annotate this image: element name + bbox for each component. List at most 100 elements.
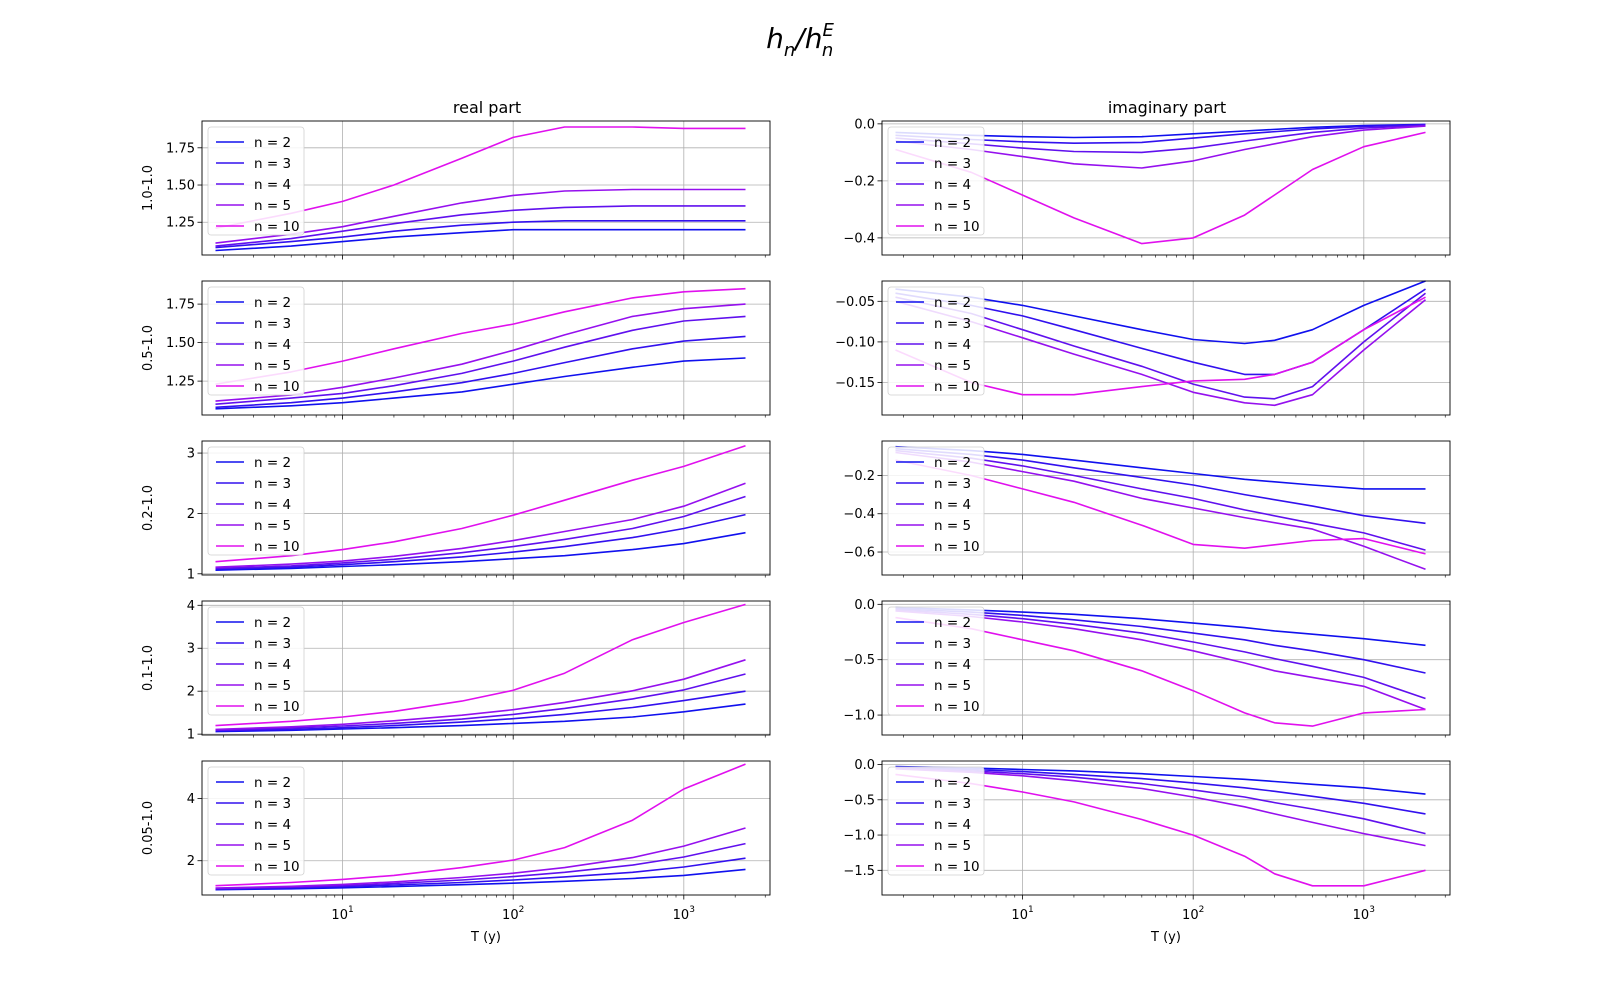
title-sub-n-2: n xyxy=(822,40,833,61)
legend-label: n = 10 xyxy=(254,699,300,715)
legend-label: n = 3 xyxy=(934,796,971,812)
legend-label: n = 2 xyxy=(934,135,971,151)
legend-label: n = 10 xyxy=(254,539,300,555)
y-tick-label: 1.75 xyxy=(166,141,195,156)
series-line-n-3 xyxy=(895,123,1426,144)
y-tick-label: −0.2 xyxy=(843,174,875,189)
series-line-n-10 xyxy=(215,287,746,385)
y-tick-label: 1.50 xyxy=(166,179,195,194)
legend-label: n = 3 xyxy=(254,156,291,172)
series-line-n-4 xyxy=(895,767,1426,835)
axes-frame xyxy=(881,440,1451,576)
panel-5-imag: −1.5 −1.0 −0.5 0.0 n = 2 n = 3 n = 4 n = 5 n = 1… xyxy=(843,758,1451,945)
series-line-n-5 xyxy=(895,451,1426,571)
legend-label: n = 4 xyxy=(254,657,291,673)
legend-label: n = 5 xyxy=(254,198,291,214)
legend: n = 2 n = 3 n = 4 n = 5 n = 10 xyxy=(207,126,305,236)
legend: n = 2 n = 3 n = 4 n = 5 n = 10 xyxy=(207,606,305,716)
legend-label: n = 5 xyxy=(254,678,291,694)
series-line-n-3 xyxy=(215,335,746,409)
panel-3-real: 1 2 3 n = 2 n = 3 n = 4 n = 5 n = 10 0.2-1.0 xyxy=(141,440,771,582)
series-line-n-5 xyxy=(215,188,746,244)
series-line-n-10 xyxy=(895,773,1426,887)
series-line-n-5 xyxy=(895,299,1427,407)
legend-label: n = 3 xyxy=(934,316,971,332)
legend-box xyxy=(207,606,305,716)
legend-label: n = 3 xyxy=(254,476,291,492)
axes-frame xyxy=(881,120,1451,256)
legend-label: n = 5 xyxy=(934,678,971,694)
legend-label: n = 3 xyxy=(934,636,971,652)
x-tick-label: 103 xyxy=(673,905,695,923)
legend-label: n = 3 xyxy=(254,636,291,652)
x-axis-label: T (y) xyxy=(1150,930,1181,945)
y-tick-label: −1.5 xyxy=(843,864,875,879)
series-line-n-2 xyxy=(895,123,1426,139)
series-line-n-4 xyxy=(215,205,746,247)
y-axis-label: 0.05-1.0 xyxy=(141,801,156,855)
axes-frame xyxy=(201,280,771,416)
series-line-n-2 xyxy=(215,868,746,891)
legend-box xyxy=(207,446,305,556)
legend-box xyxy=(207,126,305,236)
y-tick-label: −0.5 xyxy=(843,793,875,808)
y-tick-label: 2 xyxy=(187,685,195,700)
series-line-n-3 xyxy=(215,513,746,570)
axes-frame xyxy=(881,280,1451,416)
y-tick-label: −0.2 xyxy=(843,469,875,484)
legend-label: n = 3 xyxy=(934,476,971,492)
series-line-n-4 xyxy=(215,315,746,405)
y-tick-label: −0.4 xyxy=(843,231,875,246)
axes-frame xyxy=(201,600,771,736)
series-line-n-10 xyxy=(215,603,746,727)
series-line-n-4 xyxy=(215,673,746,732)
figure-title: hn/hE n xyxy=(766,20,834,61)
title-h-e: h xyxy=(805,22,823,55)
legend-label: n = 5 xyxy=(254,358,291,374)
legend: n = 2 n = 3 n = 4 n = 5 n = 10 xyxy=(887,766,985,876)
series-line-n-4 xyxy=(895,292,1426,400)
y-tick-label: 1.25 xyxy=(166,375,195,390)
series-line-n-2 xyxy=(215,531,746,571)
legend-label: n = 5 xyxy=(934,358,971,374)
title-slash: / xyxy=(792,22,807,55)
series-line-n-5 xyxy=(215,827,746,889)
y-tick-label: 0.0 xyxy=(854,598,875,613)
y-tick-label: 1 xyxy=(187,728,195,743)
axes-frame xyxy=(201,760,771,896)
series-line-n-5 xyxy=(895,610,1426,711)
legend-label: n = 10 xyxy=(934,699,980,715)
y-tick-label: 1.50 xyxy=(166,336,195,351)
series-line-n-2 xyxy=(895,765,1426,795)
series-line-n-5 xyxy=(215,482,746,568)
legend-box xyxy=(887,126,985,236)
y-tick-label: 3 xyxy=(187,642,195,657)
legend-label: n = 2 xyxy=(934,455,971,471)
series-line-n-2 xyxy=(215,357,746,410)
legend-box xyxy=(207,286,305,396)
series-line-n-4 xyxy=(895,124,1426,154)
y-axis-label: 1.0-1.0 xyxy=(141,165,156,211)
x-tick-label: 102 xyxy=(1182,905,1204,923)
panel-3-imag: −0.6 −0.4 −0.2 n = 2 n = 3 n = 4 n = 5 n = 10 xyxy=(843,440,1451,580)
legend-label: n = 4 xyxy=(934,337,971,353)
y-tick-label: 3 xyxy=(187,447,195,462)
series-line-n-3 xyxy=(895,766,1426,815)
legend: n = 2 n = 3 n = 4 n = 5 n = 10 xyxy=(207,446,305,556)
x-tick-label: 101 xyxy=(331,905,353,923)
y-tick-label: 1.25 xyxy=(166,216,195,231)
legend: n = 2 n = 3 n = 4 n = 5 n = 10 xyxy=(207,766,305,876)
legend-label: n = 5 xyxy=(934,198,971,214)
series-line-n-10 xyxy=(895,296,1426,396)
series-line-n-5 xyxy=(215,659,746,731)
legend-box xyxy=(887,606,985,716)
legend-label: n = 4 xyxy=(254,177,291,193)
legend: n = 2 n = 3 n = 4 n = 5 n = 10 xyxy=(887,126,985,236)
legend-label: n = 10 xyxy=(934,379,980,395)
col-title-real: real part xyxy=(453,98,521,117)
panel-4-real: 1 2 3 4 n = 2 n = 3 n = 4 n = 5 n = 10 0.1-1.0 xyxy=(141,599,771,743)
series-line-n-4 xyxy=(895,449,1426,551)
legend-label: n = 4 xyxy=(254,817,291,833)
y-tick-label: 1 xyxy=(187,567,195,582)
axes-frame xyxy=(881,760,1451,896)
